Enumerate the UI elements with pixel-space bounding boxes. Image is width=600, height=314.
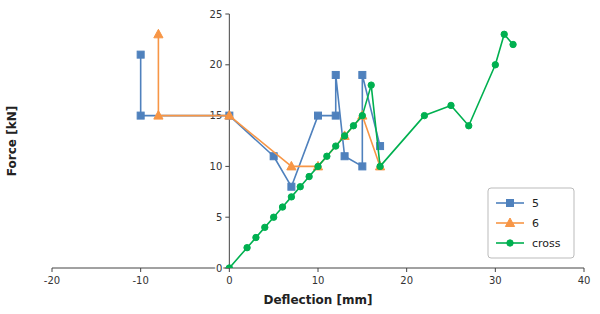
point-marker [154,111,163,120]
point-marker [510,41,516,47]
point-marker [137,112,144,119]
point-marker [341,153,348,160]
point-marker [332,71,339,78]
point-marker [421,112,427,118]
point-marker [288,194,294,200]
y-axis-label: Force [kN] [5,106,19,176]
y-tick [225,64,229,65]
x-tick-label: 0 [226,275,232,286]
legend-label: 5 [532,197,539,210]
point-marker [350,123,356,129]
x-tick [229,268,230,272]
series [137,51,383,190]
y-axis-line [229,14,230,268]
point-marker [225,111,234,120]
x-tick [318,268,319,272]
point-marker [492,62,498,68]
x-tick [406,268,407,272]
legend: 5 6 cross [488,188,574,258]
point-marker [315,112,322,119]
x-tick-label: -20 [44,275,60,286]
point-marker [448,102,454,108]
x-tick [584,268,585,272]
y-tick-label: 25 [210,9,223,20]
chart: -20-100102030400510152025Deflection [mm]… [0,0,600,314]
point-marker [262,224,268,230]
point-marker [501,31,507,37]
point-marker [359,71,366,78]
x-tick-label: 30 [489,275,502,286]
legend-swatch-marker [507,240,513,246]
point-marker [377,163,383,169]
point-marker [226,265,232,268]
point-marker [359,163,366,170]
x-axis-label: Deflection [mm] [263,293,372,307]
x-tick-label: 20 [400,275,413,286]
point-marker [137,51,144,58]
point-marker [341,133,347,139]
x-tick-label: -10 [132,275,148,286]
x-tick [52,268,53,272]
legend-swatch-marker [507,200,514,207]
point-marker [466,123,472,129]
y-tick-label: 0 [216,263,222,274]
point-marker [332,112,339,119]
point-marker [287,161,296,170]
series-line [141,55,380,187]
y-tick [225,14,229,15]
point-marker [270,214,276,220]
y-tick [225,166,229,167]
point-marker [315,163,321,169]
legend-label: 6 [532,217,539,230]
legend-label: cross [532,237,561,250]
y-tick-label: 20 [210,59,223,70]
point-marker [358,111,367,120]
y-tick-label: 10 [210,161,223,172]
legend-box [488,188,574,258]
point-marker [333,143,339,149]
x-tick [495,268,496,272]
axes: -20 -10 0 10 20 30 40 [44,14,591,286]
x-tick-label: 10 [312,275,325,286]
legend-swatch-marker [505,218,514,227]
y-tick-label: 5 [216,212,222,223]
point-marker [244,244,250,250]
point-marker [279,204,285,210]
x-tick [140,268,141,272]
point-marker [288,183,295,190]
series [154,29,385,170]
point-marker [154,29,163,38]
point-marker [368,82,374,88]
point-marker [359,112,365,118]
series-line [229,34,513,268]
series-line [158,34,380,166]
point-marker [253,234,259,240]
x-tick-label: 40 [578,275,591,286]
series [226,31,516,268]
point-marker [306,173,312,179]
point-marker [297,184,303,190]
data-area [137,29,516,268]
y-tick [225,217,229,218]
point-marker [324,153,330,159]
